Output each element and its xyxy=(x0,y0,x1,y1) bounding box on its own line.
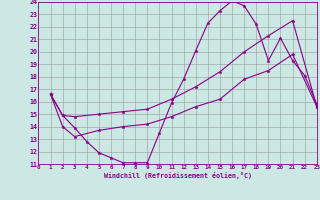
X-axis label: Windchill (Refroidissement éolien,°C): Windchill (Refroidissement éolien,°C) xyxy=(104,172,252,179)
